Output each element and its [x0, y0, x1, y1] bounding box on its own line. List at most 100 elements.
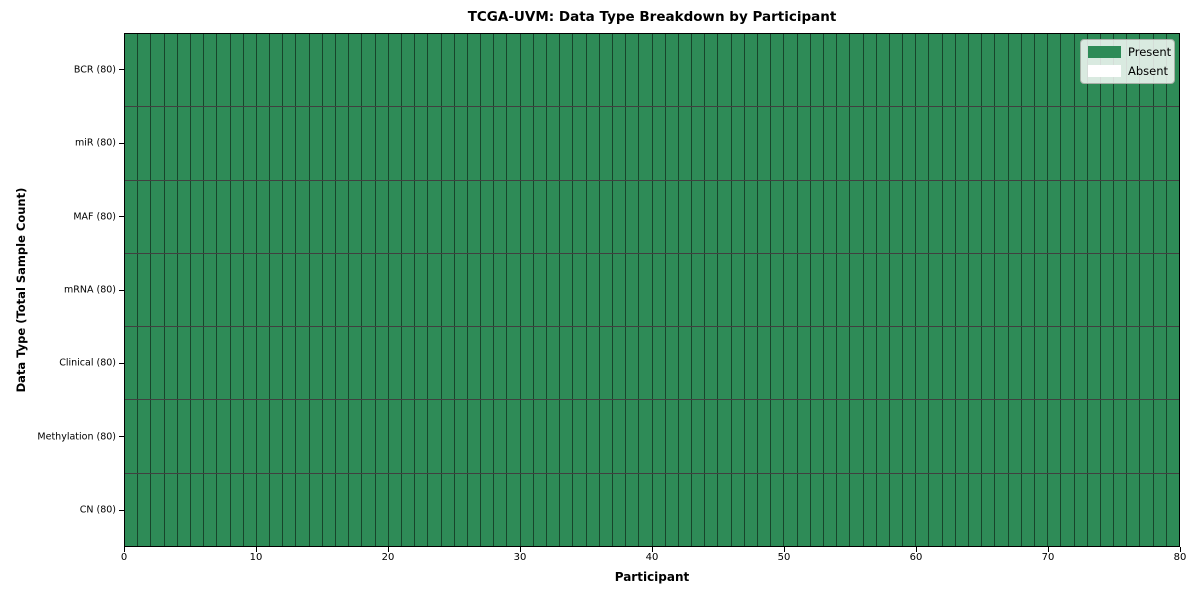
y-tick-mark — [119, 142, 124, 144]
heatmap-cell — [204, 400, 218, 473]
heatmap-cell — [217, 107, 231, 180]
heatmap-cell — [626, 327, 640, 400]
heatmap-cell — [942, 253, 956, 327]
heatmap-cell — [164, 34, 178, 107]
heatmap-cell — [797, 473, 811, 546]
heatmap-cell — [929, 327, 943, 400]
heatmap-cell — [1008, 400, 1022, 473]
heatmap-cell — [823, 34, 838, 107]
heatmap-cell — [375, 107, 389, 180]
heatmap-cell — [678, 34, 693, 107]
heatmap-cell — [177, 473, 191, 546]
heatmap-cell — [639, 327, 653, 400]
heatmap-cell — [428, 34, 442, 107]
heatmap-cell — [1166, 107, 1179, 180]
heatmap-cell — [876, 473, 890, 546]
heatmap-cell — [177, 107, 191, 180]
heatmap-cell — [177, 400, 191, 473]
heatmap-cell — [533, 253, 547, 327]
heatmap-cell — [718, 253, 732, 327]
heatmap-cell — [362, 253, 376, 327]
heatmap-cell — [652, 107, 666, 180]
heatmap-cell — [1100, 107, 1115, 180]
heatmap-cell — [903, 180, 917, 253]
heatmap-cell — [507, 107, 521, 180]
heatmap-cell — [428, 327, 442, 400]
y-tick-label-CN: CN (80) — [79, 504, 116, 516]
heatmap-cell — [256, 473, 271, 546]
heatmap-cell — [322, 34, 336, 107]
heatmap-cell — [164, 107, 178, 180]
heatmap-cell — [520, 107, 534, 180]
heatmap-cell — [929, 107, 943, 180]
y-tick-label-Methylation: Methylation (80) — [37, 431, 116, 443]
heatmap-cell — [375, 327, 389, 400]
heatmap-cell — [718, 107, 732, 180]
heatmap-cell — [415, 180, 429, 253]
heatmap-cell — [810, 107, 824, 180]
heatmap-cell — [837, 400, 851, 473]
heatmap-cell — [217, 253, 231, 327]
heatmap-cell — [125, 253, 139, 327]
heatmap-cell — [1166, 327, 1179, 400]
heatmap-cell — [1048, 107, 1062, 180]
heatmap-cell — [204, 180, 218, 253]
heatmap-cell — [982, 34, 996, 107]
heatmap-cell — [863, 473, 877, 546]
heatmap-cell — [1166, 473, 1179, 546]
heatmap-cell — [850, 34, 864, 107]
heatmap-cell — [903, 107, 917, 180]
heatmap-cell — [784, 473, 798, 546]
heatmap-cell — [362, 180, 376, 253]
heatmap-cell — [481, 107, 495, 180]
heatmap-cell — [204, 107, 218, 180]
heatmap-cell — [876, 327, 890, 400]
heatmap-cell — [916, 327, 930, 400]
heatmap-cell — [560, 180, 574, 253]
heatmap-cell — [217, 180, 231, 253]
heatmap-cell — [1100, 327, 1115, 400]
heatmap-cell — [309, 327, 323, 400]
heatmap-cell — [362, 107, 376, 180]
heatmap-cell — [942, 327, 956, 400]
heatmap-cell — [626, 107, 640, 180]
heatmap-cell — [283, 327, 297, 400]
heatmap-cell — [190, 180, 205, 253]
heatmap-cell — [797, 253, 811, 327]
heatmap-cell — [1008, 34, 1022, 107]
heatmap-cell — [850, 180, 864, 253]
heatmap-cell — [428, 400, 442, 473]
heatmap-cell — [494, 473, 508, 546]
heatmap-cell — [731, 107, 745, 180]
heatmap-cell — [955, 180, 969, 253]
heatmap-cell — [507, 180, 521, 253]
heatmap-cell — [283, 107, 297, 180]
x-tick-label-30: 30 — [513, 552, 527, 563]
heatmap-cell — [665, 180, 679, 253]
heatmap-cell — [230, 34, 244, 107]
heatmap-cell — [995, 34, 1009, 107]
heatmap-cell — [375, 180, 389, 253]
x-tick-mark — [783, 547, 785, 552]
heatmap-cell — [336, 400, 350, 473]
heatmap-cell — [296, 327, 310, 400]
x-tick-mark — [519, 547, 521, 552]
heatmap-cell — [415, 327, 429, 400]
heatmap-cell — [428, 253, 442, 327]
heatmap-cell — [863, 107, 877, 180]
heatmap-cell — [1021, 34, 1035, 107]
heatmap-cell — [494, 107, 508, 180]
heatmap-cell — [639, 34, 653, 107]
heatmap-cell — [296, 253, 310, 327]
heatmap-cell — [454, 473, 468, 546]
heatmap-cell — [969, 180, 983, 253]
heatmap-cell — [823, 107, 838, 180]
x-tick-mark — [1179, 547, 1181, 552]
heatmap-cell — [652, 473, 666, 546]
heatmap-cell — [797, 327, 811, 400]
heatmap-cell — [243, 34, 257, 107]
heatmap-cell — [995, 327, 1009, 400]
legend-item-present: Present — [1088, 45, 1171, 59]
heatmap-cell — [969, 107, 983, 180]
heatmap-cell — [309, 473, 323, 546]
